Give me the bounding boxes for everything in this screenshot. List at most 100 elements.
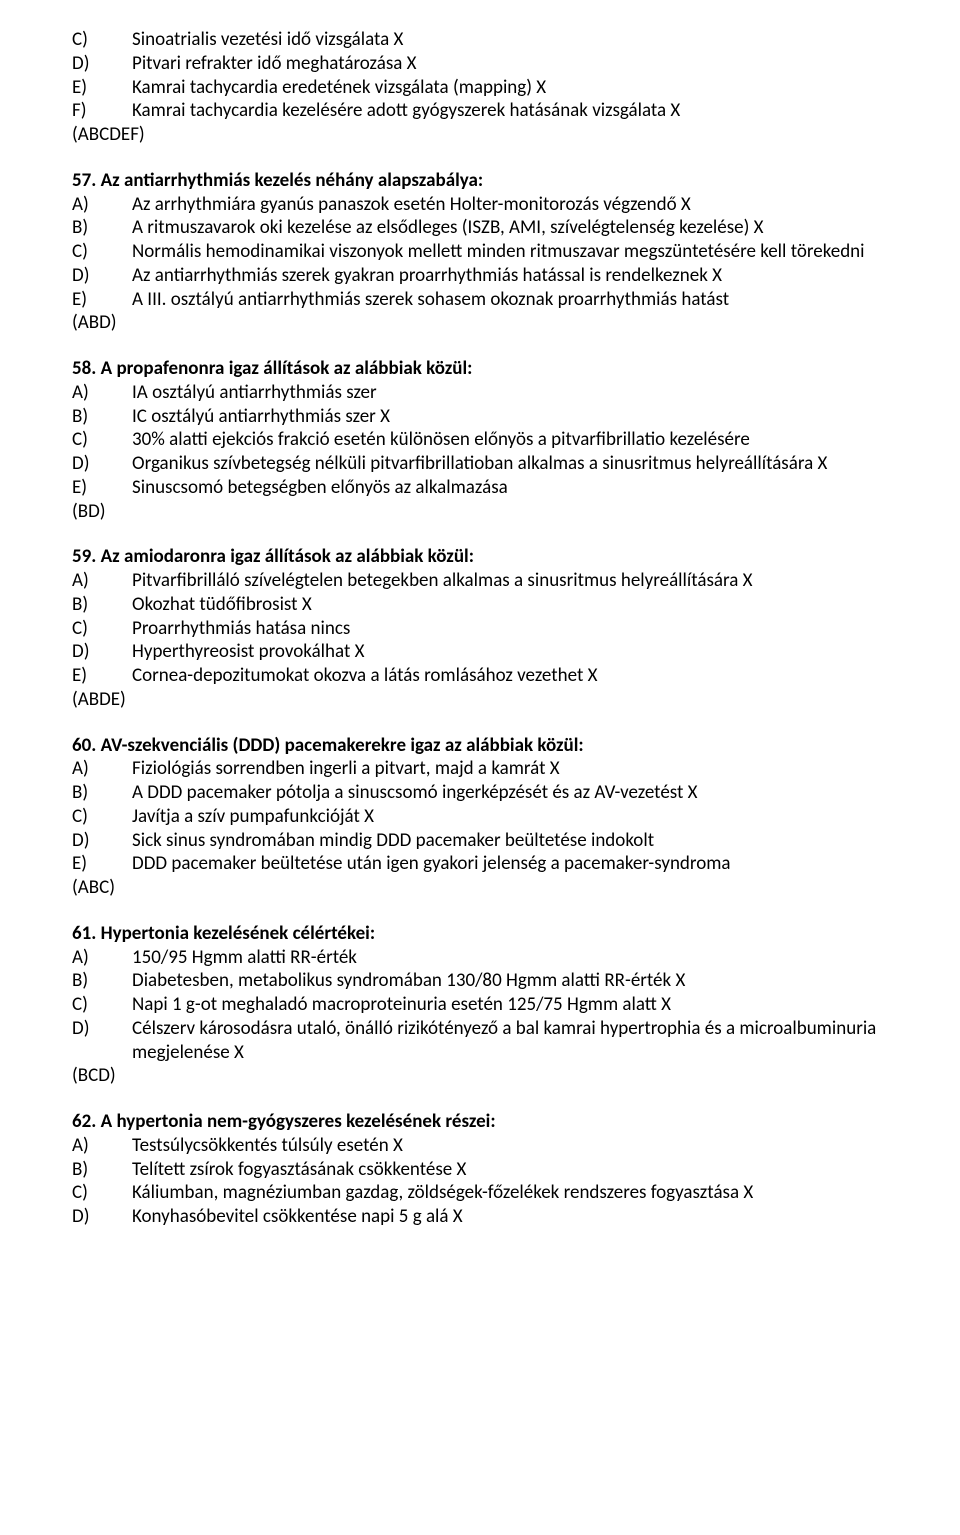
option-letter: D)	[72, 1205, 132, 1229]
option-row: C)Káliumban, magnéziumban gazdag, zöldsé…	[72, 1181, 888, 1205]
option-text: Az antiarrhythmiás szerek gyakran proarr…	[132, 264, 888, 288]
option-text: Diabetesben, metabolikus syndromában 130…	[132, 969, 888, 993]
option-row: E)A III. osztályú antiarrhythmiás szerek…	[72, 288, 888, 312]
option-row: C)Javítja a szív pumpafunkcióját X	[72, 805, 888, 829]
option-letter: A)	[72, 193, 132, 217]
answer-key: (ABCDEF)	[72, 123, 888, 147]
option-row: B)A ritmuszavarok oki kezelése az elsődl…	[72, 216, 888, 240]
option-text: Cornea-depozitumokat okozva a látás roml…	[132, 664, 888, 688]
option-row: A)Fiziológiás sorrendben ingerli a pitva…	[72, 757, 888, 781]
option-text: Hyperthyreosist provokálhat X	[132, 640, 888, 664]
option-letter: B)	[72, 216, 132, 240]
option-letter: E)	[72, 476, 132, 500]
option-row: C)30% alatti ejekciós frakció esetén kül…	[72, 428, 888, 452]
option-row: C)Sinoatrialis vezetési idő vizsgálata X	[72, 28, 888, 52]
option-text: 150/95 Hgmm alatti RR-érték	[132, 946, 888, 970]
option-text: Az arrhythmiára gyanús panaszok esetén H…	[132, 193, 888, 217]
option-text: IC osztályú antiarrhythmiás szer X	[132, 405, 888, 429]
question-block: 59. Az amiodaronra igaz állítások az alá…	[72, 545, 888, 711]
option-letter: D)	[72, 1017, 132, 1065]
option-letter: E)	[72, 288, 132, 312]
option-letter: C)	[72, 28, 132, 52]
option-text: Konyhasóbevitel csökkentése napi 5 g alá…	[132, 1205, 888, 1229]
option-letter: C)	[72, 428, 132, 452]
option-letter: D)	[72, 640, 132, 664]
option-text: Sinoatrialis vezetési idő vizsgálata X	[132, 28, 888, 52]
option-row: C)Normális hemodinamikai viszonyok melle…	[72, 240, 888, 264]
option-letter: D)	[72, 264, 132, 288]
option-letter: B)	[72, 593, 132, 617]
option-text: Normális hemodinamikai viszonyok mellett…	[132, 240, 888, 264]
option-row: D)Pitvari refrakter idő meghatározása X	[72, 52, 888, 76]
question-block: 60. AV-szekvenciális (DDD) pacemakerekre…	[72, 734, 888, 900]
option-text: Pitvarfibrilláló szívelégtelen betegekbe…	[132, 569, 888, 593]
option-letter: A)	[72, 381, 132, 405]
question-block: 61. Hypertonia kezelésének célértékei:A)…	[72, 922, 888, 1088]
option-text: Okozhat tüdőfibrosist X	[132, 593, 888, 617]
option-text: A III. osztályú antiarrhythmiás szerek s…	[132, 288, 888, 312]
option-row: A)Testsúlycsökkentés túlsúly esetén X	[72, 1134, 888, 1158]
option-letter: A)	[72, 569, 132, 593]
option-row: D)Organikus szívbetegség nélküli pitvarf…	[72, 452, 888, 476]
option-row: C)Proarrhythmiás hatása nincs	[72, 617, 888, 641]
option-row: B)Telített zsírok fogyasztásának csökken…	[72, 1158, 888, 1182]
option-letter: C)	[72, 240, 132, 264]
question-block: 57. Az antiarrhythmiás kezelés néhány al…	[72, 169, 888, 335]
option-letter: C)	[72, 805, 132, 829]
option-row: F)Kamrai tachycardia kezelésére adott gy…	[72, 99, 888, 123]
option-text: 30% alatti ejekciós frakció esetén külön…	[132, 428, 888, 452]
option-row: E)Cornea-depozitumokat okozva a látás ro…	[72, 664, 888, 688]
answer-key: (ABC)	[72, 876, 888, 900]
option-row: A)150/95 Hgmm alatti RR-érték	[72, 946, 888, 970]
option-text: Kamrai tachycardia kezelésére adott gyóg…	[132, 99, 888, 123]
option-letter: E)	[72, 76, 132, 100]
document-page: C)Sinoatrialis vezetési idő vizsgálata X…	[0, 0, 960, 1291]
option-text: Testsúlycsökkentés túlsúly esetén X	[132, 1134, 888, 1158]
question-block: 62. A hypertonia nem-gyógyszeres kezelés…	[72, 1110, 888, 1229]
option-letter: E)	[72, 664, 132, 688]
option-letter: C)	[72, 1181, 132, 1205]
question-title: 58. A propafenonra igaz állítások az alá…	[72, 357, 888, 381]
option-text: Sick sinus syndromában mindig DDD pacema…	[132, 829, 888, 853]
answer-key: (BD)	[72, 500, 888, 524]
option-row: B)IC osztályú antiarrhythmiás szer X	[72, 405, 888, 429]
option-letter: A)	[72, 946, 132, 970]
option-row: A)Pitvarfibrilláló szívelégtelen betegek…	[72, 569, 888, 593]
option-letter: D)	[72, 452, 132, 476]
option-text: A DDD pacemaker pótolja a sinuscsomó ing…	[132, 781, 888, 805]
option-text: Célszerv károsodásra utaló, önálló rizik…	[132, 1017, 888, 1065]
option-letter: B)	[72, 969, 132, 993]
option-row: D)Konyhasóbevitel csökkentése napi 5 g a…	[72, 1205, 888, 1229]
answer-key: (ABD)	[72, 311, 888, 335]
option-row: A)IA osztályú antiarrhythmiás szer	[72, 381, 888, 405]
option-row: E)DDD pacemaker beültetése után igen gya…	[72, 852, 888, 876]
option-row: B)A DDD pacemaker pótolja a sinuscsomó i…	[72, 781, 888, 805]
option-letter: A)	[72, 1134, 132, 1158]
option-letter: B)	[72, 1158, 132, 1182]
option-text: Sinuscsomó betegségben előnyös az alkalm…	[132, 476, 888, 500]
option-text: Javítja a szív pumpafunkcióját X	[132, 805, 888, 829]
option-text: Káliumban, magnéziumban gazdag, zöldsége…	[132, 1181, 888, 1205]
answer-key: (BCD)	[72, 1064, 888, 1088]
question-block: C)Sinoatrialis vezetési idő vizsgálata X…	[72, 28, 888, 147]
question-title: 59. Az amiodaronra igaz állítások az alá…	[72, 545, 888, 569]
option-row: D)Az antiarrhythmiás szerek gyakran proa…	[72, 264, 888, 288]
option-letter: D)	[72, 829, 132, 853]
question-title: 61. Hypertonia kezelésének célértékei:	[72, 922, 888, 946]
option-letter: B)	[72, 405, 132, 429]
option-letter: F)	[72, 99, 132, 123]
option-text: IA osztályú antiarrhythmiás szer	[132, 381, 888, 405]
option-text: DDD pacemaker beültetése után igen gyako…	[132, 852, 888, 876]
option-text: Telített zsírok fogyasztásának csökkenté…	[132, 1158, 888, 1182]
option-text: Proarrhythmiás hatása nincs	[132, 617, 888, 641]
option-row: E)Sinuscsomó betegségben előnyös az alka…	[72, 476, 888, 500]
option-text: Napi 1 g-ot meghaladó macroproteinuria e…	[132, 993, 888, 1017]
option-letter: E)	[72, 852, 132, 876]
option-row: D)Hyperthyreosist provokálhat X	[72, 640, 888, 664]
option-text: A ritmuszavarok oki kezelése az elsődleg…	[132, 216, 888, 240]
option-letter: C)	[72, 993, 132, 1017]
option-letter: A)	[72, 757, 132, 781]
option-text: Organikus szívbetegség nélküli pitvarfib…	[132, 452, 888, 476]
option-row: B)Okozhat tüdőfibrosist X	[72, 593, 888, 617]
question-block: 58. A propafenonra igaz állítások az alá…	[72, 357, 888, 523]
